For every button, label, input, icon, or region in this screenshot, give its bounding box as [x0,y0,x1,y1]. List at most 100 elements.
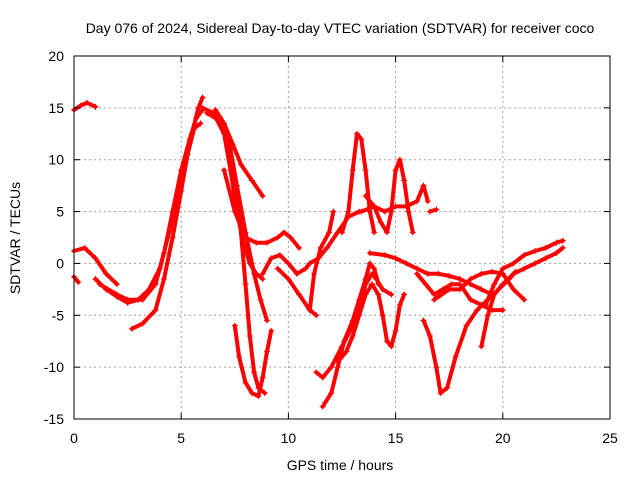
data-point [152,307,159,314]
data-point [439,286,446,293]
data-point [474,307,481,314]
data-point [349,317,356,324]
data-point [362,291,369,298]
data-point [420,182,427,189]
data-point [92,103,99,110]
data-point [401,177,408,184]
data-point [236,353,243,360]
data-point [433,364,440,371]
data-point [426,333,433,340]
data-point [248,177,255,184]
data-point [161,250,168,257]
data-point [392,203,399,210]
data-point [263,239,270,246]
data-point [124,296,131,303]
series-sat-p [313,270,395,381]
data-point [345,208,352,215]
data-point [139,320,146,327]
data-point [92,255,99,262]
data-point [371,203,378,210]
data-point [77,102,84,109]
data-point [396,301,403,308]
data-point [452,353,459,360]
data-point [531,247,538,254]
x-tick-label: 0 [70,430,78,446]
data-point [169,208,176,215]
data-point [263,317,270,324]
data-point [319,403,326,410]
data-point [199,94,206,101]
data-point [311,270,318,277]
series-sat-c [71,273,82,286]
data-point [371,229,378,236]
data-point [456,275,463,282]
data-point [559,244,566,251]
data-point [261,390,268,397]
series-sat-l [221,167,303,251]
data-point [478,286,485,293]
data-point [242,379,249,386]
data-point [229,161,236,168]
data-point [152,281,159,288]
data-point [405,208,412,215]
data-point [268,327,275,334]
data-point [356,296,363,303]
y-tick-label: -5 [52,307,65,323]
series-sat-v [366,250,496,298]
data-point [253,239,260,246]
data-point [199,104,206,111]
data-point [463,322,470,329]
series-sat-u [358,182,431,215]
data-point [482,301,489,308]
series-sat-a [71,99,99,113]
series-sat-y [420,268,519,397]
data-point [268,255,275,262]
data-point [446,272,453,279]
data-point [313,312,320,319]
plot-frame [73,55,611,420]
data-point [414,198,421,205]
series-sat-aa [478,244,566,350]
x-tick-label: 15 [388,430,404,446]
data-point [323,244,330,251]
data-point [510,286,517,293]
data-point [456,286,463,293]
data-point [113,281,120,288]
series-sat-q [319,260,382,410]
series-line [232,323,274,399]
data-point [319,374,326,381]
data-point [306,307,313,314]
data-point [238,161,245,168]
data-point [531,260,538,267]
data-point [259,270,266,277]
data-point [431,296,438,303]
data-point [313,369,320,376]
series-line [335,282,407,364]
data-point [274,234,281,241]
data-point [369,281,376,288]
data-point [521,252,528,259]
data-point [334,364,341,371]
y-tick-label: 5 [56,204,64,220]
x-tick-label: 10 [281,430,297,446]
data-point [467,296,474,303]
data-point [349,167,356,174]
y-tick-label: 15 [48,100,64,116]
data-point [414,265,421,272]
data-point [255,393,262,400]
data-point [349,333,356,340]
data-point [328,364,335,371]
data-point [317,244,324,251]
data-point [257,296,264,303]
data-point [444,384,451,391]
data-point [426,208,433,215]
series-line [320,261,381,409]
data-point [184,151,191,158]
data-point [403,203,410,210]
data-point [381,252,388,259]
data-point [392,327,399,334]
data-point [229,141,236,148]
data-point [510,260,517,267]
series-sat-d [92,94,206,306]
